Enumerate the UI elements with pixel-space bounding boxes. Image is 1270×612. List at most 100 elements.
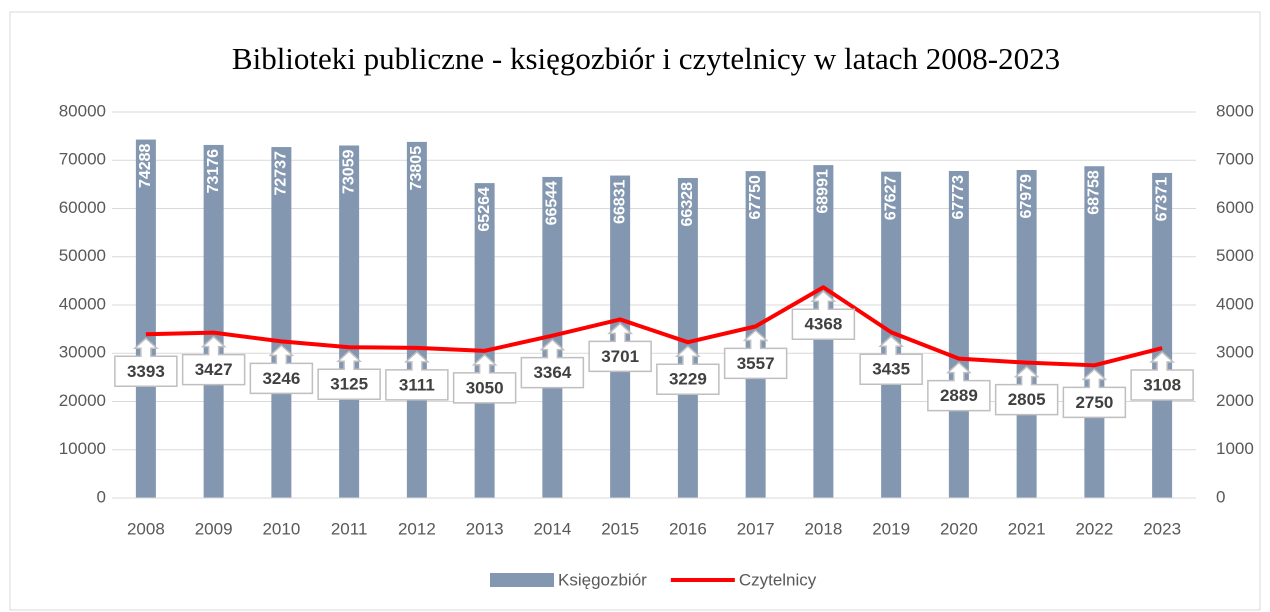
y-tick-label: 30000 xyxy=(59,343,106,362)
x-tick-label: 2021 xyxy=(1008,519,1046,538)
bar xyxy=(677,177,698,498)
callout xyxy=(791,290,856,340)
x-tick-label: 2011 xyxy=(331,519,368,538)
line-label: 3557 xyxy=(737,354,775,373)
bar xyxy=(881,171,902,499)
line-label: 3108 xyxy=(1143,376,1181,395)
y2-tick-label: 0 xyxy=(1216,487,1225,506)
line-label: 3050 xyxy=(466,378,504,397)
x-tick-label: 2008 xyxy=(127,519,165,538)
bar-label: 67773 xyxy=(950,175,967,220)
line-label: 3393 xyxy=(127,362,165,381)
x-tick-label: 2016 xyxy=(669,519,707,538)
callout xyxy=(927,361,991,412)
bar xyxy=(1152,172,1173,498)
bar-label: 68991 xyxy=(815,169,832,214)
y-tick-label: 50000 xyxy=(59,246,106,265)
x-tick-label: 2015 xyxy=(601,519,639,538)
bar xyxy=(1016,170,1037,498)
y-tick-label: 0 xyxy=(97,487,106,506)
y2-tick-label: 5000 xyxy=(1216,246,1254,265)
x-tick-label: 2020 xyxy=(940,519,978,538)
callout xyxy=(859,335,923,386)
x-tick-label: 2014 xyxy=(533,519,571,538)
line-label: 3701 xyxy=(601,347,639,366)
legend-label: Czytelnicy xyxy=(739,570,817,589)
bar xyxy=(1084,166,1105,498)
y-tick-label: 80000 xyxy=(59,101,106,120)
line-label: 2750 xyxy=(1075,393,1113,412)
callout xyxy=(181,335,246,386)
bar-label: 73176 xyxy=(205,149,222,194)
callout xyxy=(723,329,788,380)
callout xyxy=(656,345,720,395)
bar xyxy=(339,145,360,498)
callout xyxy=(249,344,314,395)
y2-tick-label: 6000 xyxy=(1216,198,1254,217)
y-tick-label: 20000 xyxy=(59,391,106,410)
y2-tick-label: 4000 xyxy=(1216,294,1254,313)
callout xyxy=(994,365,1059,416)
callout xyxy=(1062,368,1127,419)
x-tick-label: 2018 xyxy=(804,519,842,538)
line-label: 2805 xyxy=(1008,390,1046,409)
callout xyxy=(1130,351,1194,401)
x-tick-label: 2023 xyxy=(1143,519,1181,538)
bar-label: 67979 xyxy=(1018,174,1035,219)
x-tick-label: 2013 xyxy=(466,519,504,538)
x-tick-label: 2009 xyxy=(195,519,233,538)
legend-label: Księgozbiór xyxy=(558,570,647,589)
line-label: 3364 xyxy=(533,363,571,382)
bar-label: 74288 xyxy=(137,143,154,188)
line xyxy=(145,285,1163,368)
bar xyxy=(135,139,156,498)
x-tick-label: 2017 xyxy=(737,519,775,538)
callout xyxy=(520,338,585,389)
line-label: 3246 xyxy=(262,369,300,388)
line-label: 3435 xyxy=(872,360,910,379)
bar xyxy=(948,170,969,498)
line-label: 4368 xyxy=(804,315,842,334)
bar xyxy=(474,183,495,498)
x-tick-label: 2010 xyxy=(262,519,300,538)
y2-tick-label: 2000 xyxy=(1216,391,1254,410)
bar-label: 72737 xyxy=(273,151,290,196)
bar-label: 73059 xyxy=(340,149,357,194)
bar-label: 67750 xyxy=(747,175,764,220)
bar xyxy=(203,144,224,499)
bar-label: 66831 xyxy=(611,179,628,224)
y2-tick-label: 3000 xyxy=(1216,343,1254,362)
y-tick-label: 40000 xyxy=(59,294,106,313)
x-tick-label: 2012 xyxy=(398,519,436,538)
callout xyxy=(452,353,517,404)
y-tick-label: 10000 xyxy=(59,439,106,458)
y-tick-label: 60000 xyxy=(59,198,106,217)
y-tick-label: 70000 xyxy=(59,150,106,169)
y2-tick-label: 7000 xyxy=(1216,150,1254,169)
bar-label: 73805 xyxy=(408,146,425,191)
callout xyxy=(317,350,381,400)
y2-tick-label: 1000 xyxy=(1216,439,1254,458)
bar xyxy=(406,141,427,498)
x-tick-label: 2022 xyxy=(1075,519,1113,538)
line-label: 2889 xyxy=(940,386,978,405)
bar-label: 65264 xyxy=(476,187,493,232)
bar-label: 66328 xyxy=(679,182,696,227)
bar-label: 67627 xyxy=(882,176,899,221)
callout xyxy=(114,337,178,388)
y2-tick-label: 8000 xyxy=(1216,101,1254,120)
chart-title: Biblioteki publiczne - księgozbiór i czy… xyxy=(232,41,1060,76)
line-label: 3229 xyxy=(669,370,707,389)
x-tick-label: 2019 xyxy=(872,519,910,538)
bar xyxy=(271,147,292,498)
callout xyxy=(385,350,449,401)
callout xyxy=(588,322,652,373)
line-label: 3427 xyxy=(195,360,233,379)
bar-label: 68758 xyxy=(1086,170,1103,215)
line-label: 3111 xyxy=(399,375,435,394)
bar-label: 67371 xyxy=(1153,177,1170,222)
bar-label: 66544 xyxy=(544,181,561,226)
legend-swatch xyxy=(490,573,554,587)
line-label: 3125 xyxy=(330,375,368,394)
